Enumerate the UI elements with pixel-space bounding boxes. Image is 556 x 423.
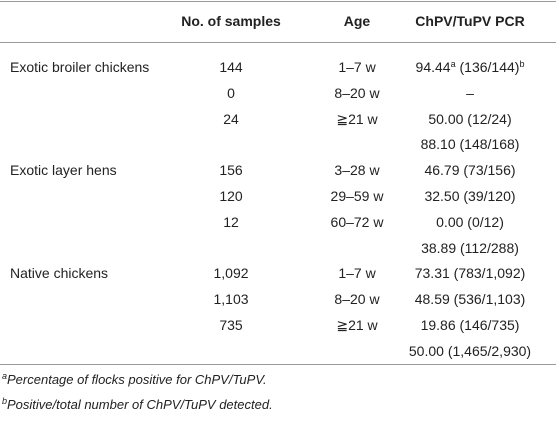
row-label: Native chickens bbox=[10, 265, 109, 282]
column-header: ChPV/TuPV PCR bbox=[415, 13, 525, 29]
table-cell: 60–72 w bbox=[330, 213, 384, 230]
table-cell: 48.59 (536/1,103) bbox=[414, 291, 526, 308]
table-cell: 1,092 bbox=[213, 265, 249, 282]
table-cell: 94.44a (136/144)b bbox=[416, 58, 525, 76]
footnote: aPercentage of flocks positive for ChPV/… bbox=[2, 371, 267, 389]
table-cell: 0 bbox=[227, 84, 235, 101]
table-cell: 0.00 (0/12) bbox=[436, 213, 504, 230]
footnote-mark: b bbox=[2, 396, 8, 406]
table-cell: 8–20 w bbox=[334, 291, 380, 308]
table-cell: 1–7 w bbox=[338, 265, 376, 282]
table-cell: 12 bbox=[223, 213, 239, 230]
table-cell: 29–59 w bbox=[330, 188, 384, 204]
footnote-text: Percentage of flocks positive for ChPV/T… bbox=[7, 372, 267, 387]
table-cell: 88.10 (148/168) bbox=[420, 136, 520, 153]
table-cell: 19.86 (146/735) bbox=[420, 317, 520, 333]
footnote-mark: a bbox=[2, 371, 8, 381]
cell-value: (136/144) bbox=[459, 59, 520, 75]
table-cell: – bbox=[466, 84, 474, 101]
table-cell: 1–7 w bbox=[338, 59, 376, 75]
table-cell: ≧21 w bbox=[336, 110, 378, 127]
table-cell: 1,103 bbox=[213, 291, 249, 308]
top-rule bbox=[0, 1, 556, 2]
table-cell: 144 bbox=[219, 59, 243, 75]
footnote-mark: a bbox=[450, 59, 456, 69]
table-cell: 32.50 (39/120) bbox=[424, 188, 516, 204]
table-cell: 73.31 (783/1,092) bbox=[414, 265, 526, 282]
row-label: Exotic layer hens bbox=[10, 162, 117, 179]
bottom-rule bbox=[0, 364, 556, 365]
table-cell: 50.00 (12/24) bbox=[428, 110, 512, 127]
table-cell: 50.00 (1,465/2,930) bbox=[408, 342, 532, 359]
row-label: Exotic broiler chickens bbox=[10, 59, 150, 75]
table-cell: 8–20 w bbox=[334, 84, 380, 101]
header-rule bbox=[0, 42, 556, 43]
table-cell: 735 bbox=[219, 317, 243, 333]
table-cell: 46.79 (73/156) bbox=[424, 162, 516, 179]
table-cell: ≧21 w bbox=[336, 317, 378, 333]
table-cell: 156 bbox=[219, 162, 243, 179]
footnote-text: Positive/total number of ChPV/TuPV detec… bbox=[7, 397, 273, 412]
table-cell: 38.89 (112/288) bbox=[421, 239, 519, 256]
column-header: Age bbox=[343, 13, 371, 29]
table-cell: 120 bbox=[219, 188, 243, 204]
cell-value: 94.44 bbox=[415, 59, 451, 75]
column-header: No. of samples bbox=[181, 13, 281, 29]
table-cell: 3–28 w bbox=[334, 162, 380, 179]
table-cell: 24 bbox=[223, 110, 239, 127]
footnote-mark: b bbox=[519, 59, 525, 69]
footnote: bPositive/total number of ChPV/TuPV dete… bbox=[2, 396, 273, 414]
